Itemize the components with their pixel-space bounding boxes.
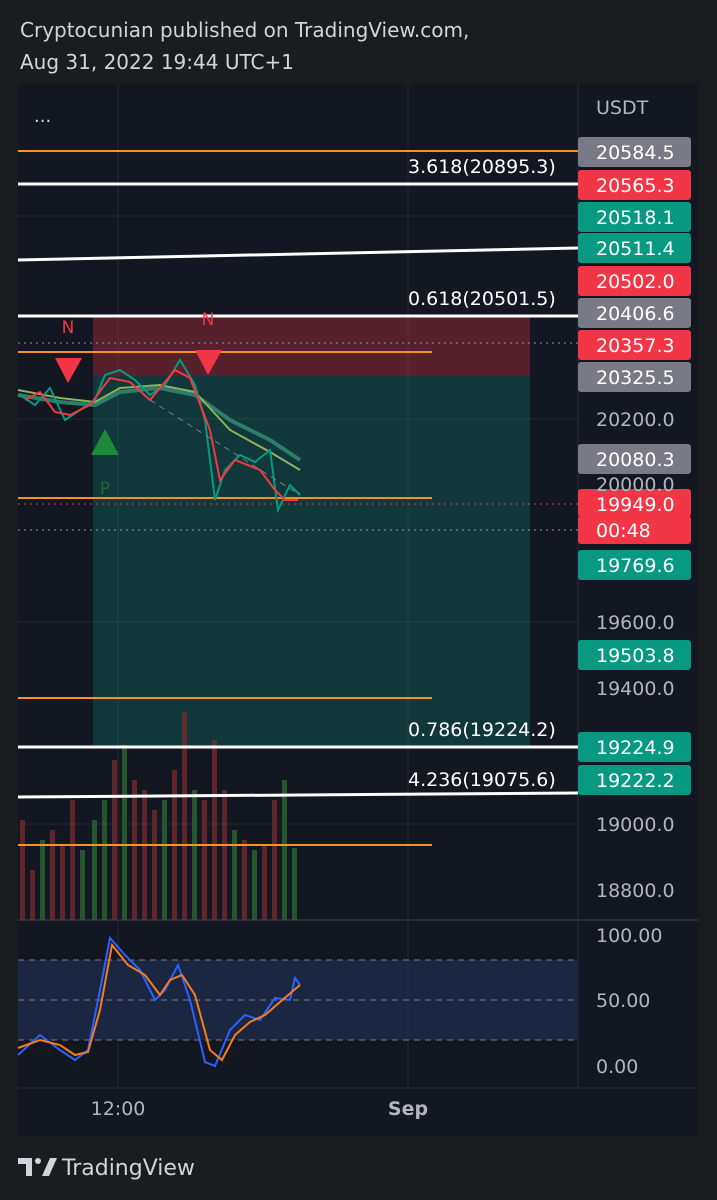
brand: TradingView: [61, 1156, 195, 1181]
price-label-box: [578, 137, 691, 167]
price-label-box: [578, 233, 691, 263]
oscillator-k: [17, 935, 301, 1068]
risk-zone: [93, 316, 530, 376]
price-label-box: [578, 550, 691, 580]
buy-marker: [91, 429, 119, 455]
price-label: 19224.9: [596, 737, 675, 759]
ema: [17, 383, 301, 471]
price-label: 20518.1: [596, 207, 675, 229]
sell-marker: [55, 358, 82, 383]
white-levels: [17, 182, 579, 799]
price-tick: 19400.0: [596, 678, 675, 700]
price-label: 20565.3: [596, 175, 675, 197]
menu[interactable]: ...: [34, 106, 51, 127]
oscillator-tick: 50.00: [596, 990, 650, 1012]
price-label-box: [578, 330, 691, 360]
price-label-box: [578, 765, 691, 795]
logo: [18, 1158, 57, 1176]
time-tick: 12:00: [91, 1098, 146, 1120]
price-label-box: [578, 298, 691, 328]
price: [24, 368, 298, 501]
price-label: 19222.2: [596, 770, 675, 792]
orange-levels: [18, 150, 578, 846]
price-label: 20357.3: [596, 335, 675, 357]
oscillator-d: [17, 942, 301, 1062]
reward-zone: [93, 376, 530, 748]
price-label: 20502.0: [596, 271, 675, 293]
price-label-box: [578, 266, 691, 296]
price-tick: 20000.0: [596, 474, 675, 496]
price-tick: 18800.0: [596, 880, 675, 902]
price-label-box: [578, 170, 691, 200]
price-label: 19503.8: [596, 645, 675, 667]
time-tick: Sep: [388, 1098, 428, 1120]
pattern-label: N: [62, 318, 75, 338]
trend-line: [149, 399, 301, 496]
price-label: 20325.5: [596, 367, 675, 389]
fib-label: 0.786(19224.2): [408, 719, 556, 741]
timestamp: Aug 31, 2022 19:44 UTC+1: [20, 50, 294, 74]
pattern-label: N: [202, 310, 215, 330]
oscillator-levels: [18, 959, 578, 1041]
price-label-box: [578, 640, 691, 670]
fib-label: 4.236(19075.6): [408, 769, 556, 791]
price-label: 20511.4: [596, 238, 675, 260]
price-label-box: [578, 489, 691, 517]
pattern-label: P: [100, 479, 110, 499]
price-tick: 19000.0: [596, 814, 675, 836]
oscillator-tick: 0.00: [596, 1056, 638, 1078]
price-label-box: [578, 516, 691, 544]
price-labels: 20584.5 20565.3 20518.1 20511.4 20502.0 20406…: [578, 137, 691, 795]
price-label: 20080.3: [596, 449, 675, 471]
currency: USDT: [596, 97, 649, 119]
price-label-box: [578, 202, 691, 232]
oscillator-tick: 100.00: [596, 925, 662, 947]
price-label: 19769.6: [596, 555, 675, 577]
sell-marker: [195, 350, 222, 375]
fib-label: 3.618(20895.3): [408, 156, 556, 178]
price-label: 20406.6: [596, 303, 675, 325]
price-label-box: [578, 732, 691, 762]
price-label: 19949.0: [596, 494, 675, 516]
fib-label: 0.618(20501.5): [408, 288, 556, 310]
price-label: 00:48: [596, 520, 651, 542]
price-label-box: [578, 444, 691, 474]
publisher: Cryptocunian published on TradingView.co…: [20, 18, 469, 42]
price-label-box: [578, 362, 691, 392]
price-label: 20584.5: [596, 142, 675, 164]
price-tick: 19600.0: [596, 612, 675, 634]
price-tick: 20200.0: [596, 409, 675, 431]
